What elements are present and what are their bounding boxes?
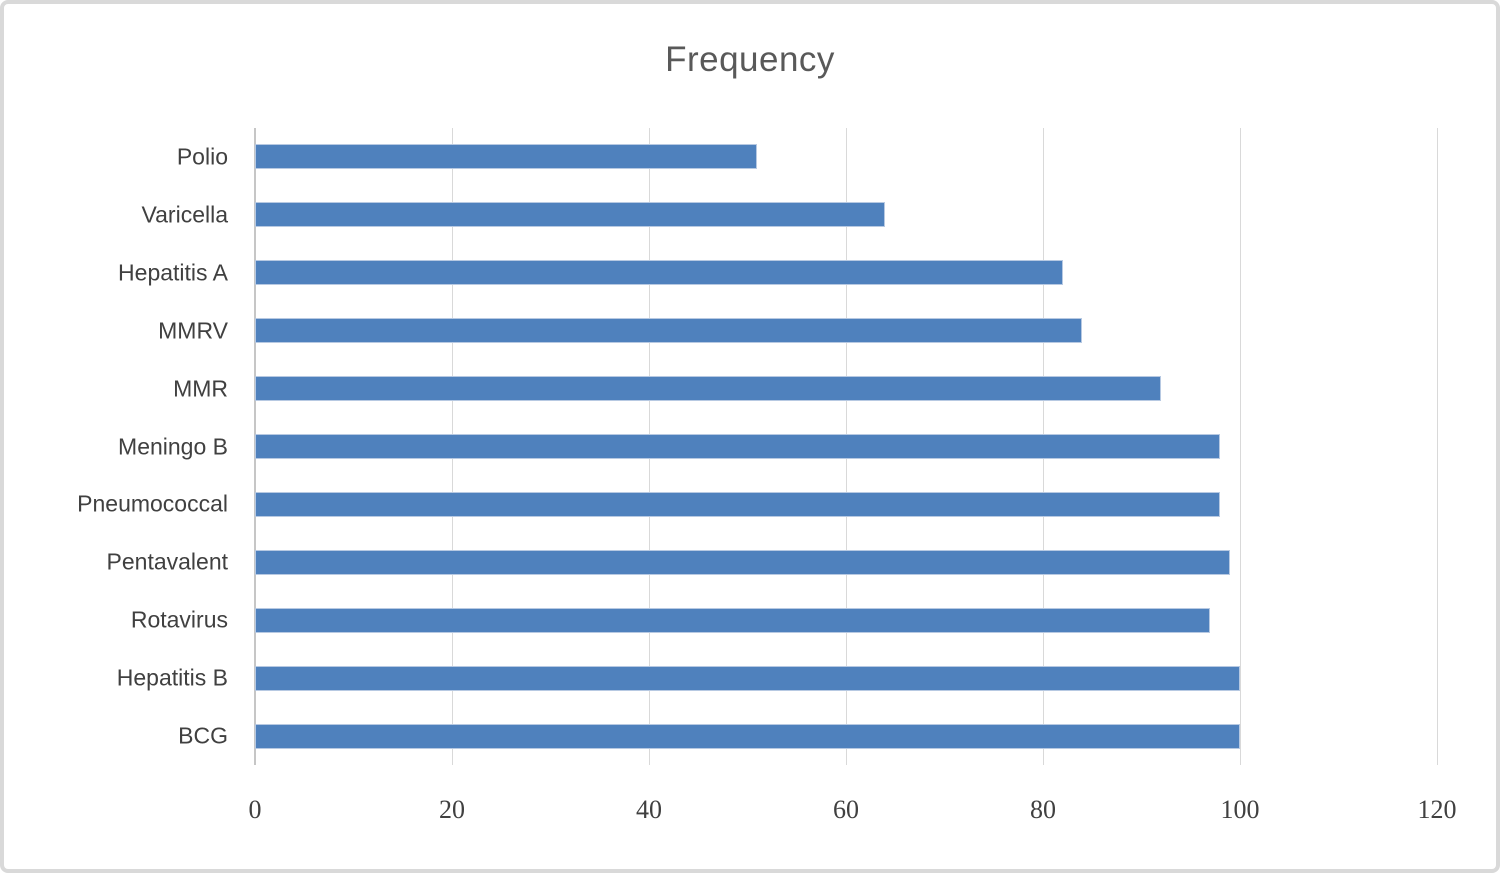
category-label: BCG: [178, 722, 228, 749]
x-tick-label: 60: [833, 795, 859, 824]
x-tick-label: 0: [248, 795, 262, 824]
bar-hepatitis-a: [255, 260, 1063, 286]
category-label: Hepatitis A: [118, 259, 228, 286]
x-tick-label: 120: [1417, 795, 1457, 824]
category-label: Hepatitis B: [116, 664, 228, 691]
category-label: Polio: [176, 143, 228, 170]
gridline: [1437, 128, 1438, 765]
x-tick-label: 80: [1030, 795, 1056, 824]
bar-rotavirus: [255, 607, 1211, 633]
bar-hepatitis-b: [255, 665, 1240, 691]
bar-pentavalent: [255, 549, 1231, 575]
bar-meningo-b: [255, 434, 1221, 459]
bar-polio: [255, 144, 758, 170]
x-tick-label: 100: [1220, 795, 1260, 824]
category-label: Meningo B: [118, 433, 228, 459]
bar-varicella: [255, 202, 886, 228]
bar-pneumococcal: [255, 491, 1221, 517]
chart-title: Frequency: [665, 40, 835, 79]
category-label: MMRV: [158, 317, 228, 344]
category-label: Rotavirus: [130, 606, 228, 633]
bar-mmrv: [255, 318, 1083, 344]
bar-mmr: [255, 376, 1162, 402]
gridline: [1240, 128, 1241, 765]
x-tick-label: 40: [636, 795, 662, 824]
category-label: Varicella: [141, 201, 229, 228]
category-label: MMR: [173, 375, 228, 402]
bar-bcg: [255, 723, 1240, 749]
category-label: Pneumococcal: [77, 490, 228, 517]
x-tick-label: 20: [439, 795, 465, 824]
plot-area: [254, 128, 1438, 765]
category-label: Pentavalent: [106, 548, 228, 575]
